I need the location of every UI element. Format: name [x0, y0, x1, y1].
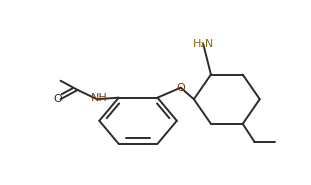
Text: O: O	[176, 83, 185, 93]
Text: O: O	[54, 94, 63, 104]
Text: NH: NH	[91, 93, 108, 103]
Text: H₂N: H₂N	[193, 39, 214, 49]
